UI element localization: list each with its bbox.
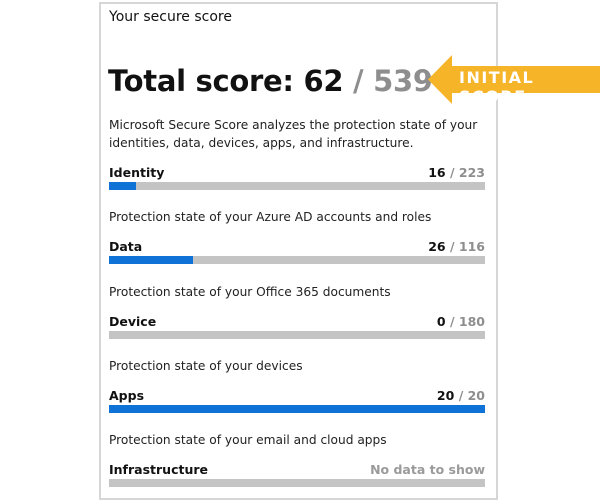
category-score: 16 / 223 <box>428 165 485 180</box>
category-description: Protection state of your Azure AD accoun… <box>109 210 432 224</box>
category-label: Data <box>109 239 143 254</box>
callout-arrow-icon <box>428 55 600 104</box>
secure-score-card: Your secure score Total score: 62 / 539 … <box>99 2 498 500</box>
progress-bar <box>109 256 485 264</box>
category-score: 26 / 116 <box>428 239 485 254</box>
progress-fill <box>109 182 137 190</box>
callout-label: INITIAL SCORE <box>459 68 535 106</box>
category-label: Apps <box>109 388 145 403</box>
category-label: Device <box>109 314 157 329</box>
category-description: Protection state of your Office 365 docu… <box>109 285 391 299</box>
total-max: / 539 <box>353 64 433 98</box>
progress-fill <box>109 405 485 413</box>
category-description: Protection state of your email and cloud… <box>109 433 387 447</box>
category-score: 0 / 180 <box>436 314 485 329</box>
total-label: Total score: <box>108 64 294 98</box>
card-title: Your secure score <box>109 9 232 25</box>
progress-fill <box>109 256 194 264</box>
category-label: Infrastructure <box>109 462 208 477</box>
progress-bar <box>109 182 485 190</box>
total-score: Total score: 62 / 539 <box>108 64 433 98</box>
category-score: 20 / 20 <box>436 388 485 403</box>
category-label: Identity <box>109 165 165 180</box>
score-description: Microsoft Secure Score analyzes the prot… <box>109 118 478 150</box>
progress-bar <box>109 331 485 339</box>
progress-bar <box>109 479 485 487</box>
category-description: Protection state of your devices <box>109 359 303 373</box>
no-data-text: No data to show <box>370 462 485 477</box>
total-value: 62 <box>303 64 344 98</box>
progress-bar <box>109 405 485 413</box>
